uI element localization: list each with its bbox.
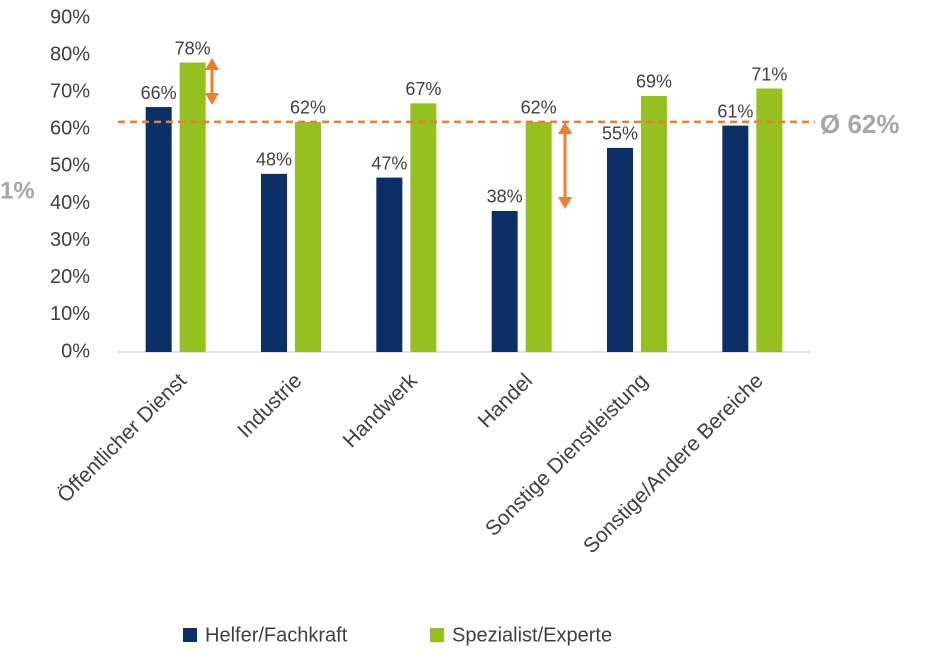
legend-swatch	[430, 628, 444, 642]
legend-label: Spezialist/Experte	[452, 624, 612, 646]
x-tick-label: Öffentlicher Dienst	[53, 369, 191, 507]
data-label: 62%	[521, 98, 557, 118]
bar	[491, 210, 518, 352]
data-label: 67%	[405, 79, 441, 99]
data-label: 69%	[636, 72, 672, 92]
data-label: 62%	[290, 98, 326, 118]
bar	[607, 147, 633, 352]
legend-swatch	[183, 628, 197, 642]
arrow-head	[558, 197, 572, 209]
data-label: 71%	[751, 64, 787, 84]
data-label: 66%	[141, 83, 177, 103]
data-label: 61%	[717, 101, 753, 121]
bar	[261, 173, 287, 352]
y-tick-label: 70%	[50, 81, 90, 103]
x-tick-label: Handel	[474, 369, 537, 432]
average-label: Ø 62%	[820, 109, 900, 139]
y-tick-label: 90%	[50, 6, 90, 28]
bar	[376, 177, 403, 352]
bar	[641, 95, 667, 352]
data-label: 38%	[487, 187, 523, 207]
y-tick-label: 50%	[50, 155, 90, 177]
y-tick-label: 20%	[50, 266, 90, 288]
bar	[295, 121, 321, 353]
legend-label: Helfer/Fachkraft	[205, 624, 348, 646]
y-tick-label: 40%	[50, 192, 90, 214]
y-tick-label: 10%	[50, 303, 90, 325]
arrow-head	[205, 58, 219, 70]
bar	[410, 103, 437, 352]
bar	[525, 121, 552, 353]
x-tick-label: Industrie	[233, 369, 306, 442]
data-label: 55%	[602, 124, 638, 144]
data-label: 48%	[256, 150, 292, 170]
bar	[722, 125, 749, 352]
y-tick-label: 30%	[50, 229, 90, 251]
y-tick-label: 0%	[61, 340, 90, 362]
y-tick-label: 60%	[50, 118, 90, 140]
cut-off-annotation: 1%	[0, 177, 35, 204]
arrow-head	[558, 122, 572, 134]
data-label: 47%	[371, 153, 407, 173]
bar	[756, 88, 783, 352]
arrow-head	[205, 93, 219, 105]
bar	[145, 107, 172, 352]
arrows	[205, 58, 572, 209]
data-label: 78%	[175, 38, 211, 58]
x-tick-label: Handwerk	[339, 369, 422, 452]
bar	[179, 62, 206, 353]
y-tick-label: 80%	[50, 43, 90, 65]
